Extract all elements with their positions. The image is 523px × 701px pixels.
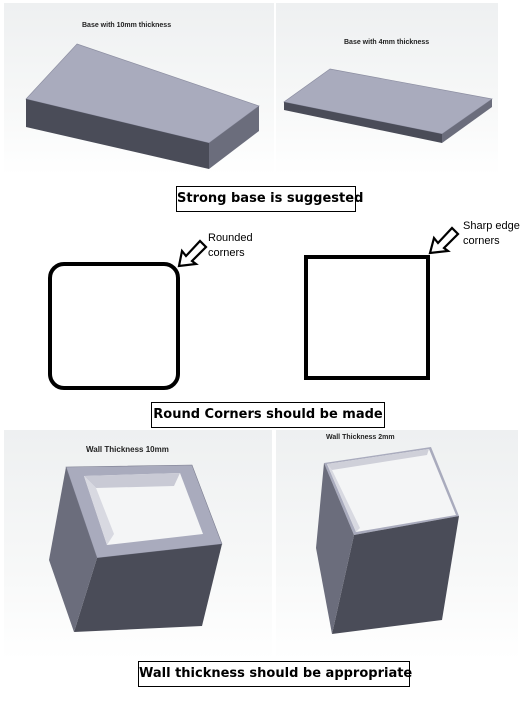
strong-base-caption: Strong base is suggested	[176, 186, 363, 212]
wall-10mm-label: Wall Thickness 10mm	[86, 445, 169, 454]
sharp-corners-note: Sharp edge corners	[463, 219, 520, 249]
round-corners-caption: Round Corners should be made	[151, 402, 385, 428]
rounded-corner-square	[48, 262, 180, 390]
base-4mm-label: Base with 4mm thickness	[344, 39, 430, 46]
rounded-note-line1: Rounded	[208, 232, 253, 244]
arrow-icon-sharp	[428, 226, 460, 255]
sharp-note-line2: corners	[463, 235, 500, 247]
base-10mm-slab	[25, 43, 260, 169]
wall-2mm-label: Wall Thickness 2mm	[326, 434, 395, 441]
base-10mm-render: Base with 10mm thickness	[4, 3, 274, 175]
arrow-icon-rounded	[177, 239, 208, 268]
wall-10mm-box	[49, 464, 223, 632]
rounded-corners-note: Rounded corners	[208, 231, 253, 261]
wall-10mm-render: Wall Thickness 10mm	[4, 430, 272, 660]
sharp-corner-square	[304, 255, 430, 380]
wall-thickness-caption: Wall thickness should be appropriate	[138, 661, 412, 687]
base-10mm-label: Base with 10mm thickness	[82, 22, 172, 29]
wall-2mm-box	[316, 447, 459, 634]
base-4mm-render: Base with 4mm thickness	[276, 3, 498, 175]
rounded-note-line2: corners	[208, 247, 245, 259]
sharp-note-line1: Sharp edge	[463, 220, 520, 232]
base-4mm-slab	[283, 68, 493, 143]
wall-2mm-render: Wall Thickness 2mm	[276, 430, 518, 660]
